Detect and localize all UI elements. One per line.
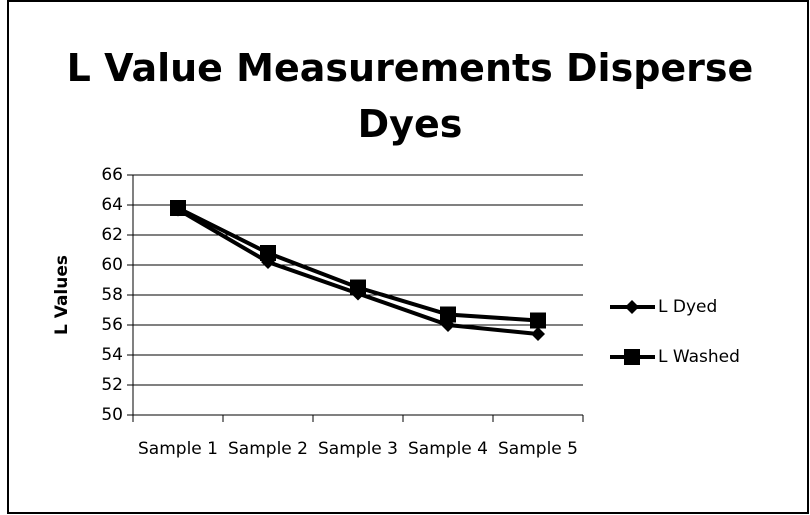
legend-label: L Dyed <box>658 297 717 317</box>
marker <box>350 279 366 296</box>
y-tick-label: 66 <box>101 165 123 185</box>
chart-border <box>7 0 809 514</box>
marker <box>530 312 546 329</box>
y-tick-label: 54 <box>101 345 123 365</box>
x-tick-label: Sample 4 <box>408 439 488 459</box>
y-axis-label: L Values <box>52 255 72 335</box>
y-tick-label: 58 <box>101 285 123 305</box>
y-tick-label: 62 <box>101 225 123 245</box>
x-tick-label: Sample 5 <box>498 439 578 459</box>
y-tick-label: 50 <box>101 405 123 425</box>
marker <box>440 306 456 323</box>
y-tick-label: 60 <box>101 255 123 275</box>
legend-label: L Washed <box>658 347 740 367</box>
series-line <box>177 206 539 323</box>
chart-title: L Value Measurements Disperse Dyes <box>66 46 754 146</box>
x-tick-label: Sample 2 <box>228 439 308 459</box>
y-tick-label: 52 <box>101 375 123 395</box>
marker <box>260 245 276 261</box>
marker <box>624 349 640 365</box>
y-tick-label: 64 <box>101 195 123 215</box>
marker <box>531 327 545 341</box>
x-tick-label: Sample 3 <box>318 439 398 459</box>
marker <box>625 300 639 314</box>
marker <box>170 200 186 216</box>
x-tick-label: Sample 1 <box>138 439 218 459</box>
y-tick-label: 56 <box>101 315 123 335</box>
